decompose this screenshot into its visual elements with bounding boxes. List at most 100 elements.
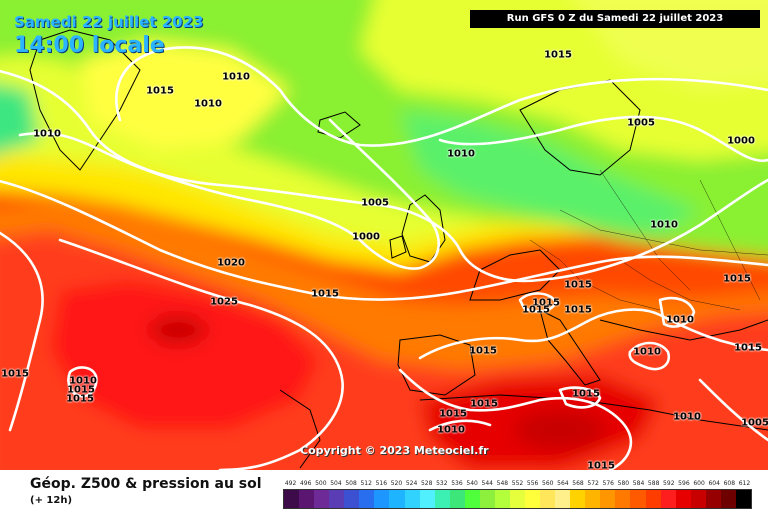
legend-swatch <box>464 490 480 508</box>
legend-label: 592 <box>663 480 675 487</box>
forecast-date: Samedi 22 juillet 2023 <box>14 13 204 31</box>
legend-label: 516 <box>375 480 388 487</box>
legend-swatch <box>720 490 736 508</box>
isobar-label: 1015 <box>469 345 497 357</box>
isobar-label: 1025 <box>210 296 238 308</box>
legend-swatch <box>600 490 616 508</box>
legend-swatch <box>389 490 405 508</box>
isobar-label: 1010 <box>437 424 465 436</box>
legend-swatch <box>615 490 631 508</box>
isobar-label: 1010 <box>194 98 222 110</box>
isobar-label: 1015 <box>1 368 29 380</box>
legend-label: 532 <box>436 480 448 487</box>
legend-label: 568 <box>572 480 584 487</box>
isobar-label: 1015 <box>544 49 572 61</box>
legend-swatch <box>329 490 345 508</box>
isobar-label: 1000 <box>352 231 380 243</box>
legend-swatch <box>434 490 450 508</box>
isobar-label: 1010 <box>222 71 250 83</box>
isobar-label: 1015 <box>522 304 550 316</box>
legend-swatch <box>404 490 420 508</box>
isobar-label: 1010 <box>666 314 694 326</box>
isobar-label: 1005 <box>741 417 768 429</box>
isobar-label: 1005 <box>361 197 389 209</box>
legend-swatch <box>374 490 390 508</box>
legend-label: 548 <box>496 480 509 487</box>
legend-swatch <box>359 490 375 508</box>
copyright-notice: Copyright © 2023 Meteociel.fr <box>300 444 489 457</box>
isobar-label: 1015 <box>564 304 592 316</box>
isobar-label: 1010 <box>633 346 661 358</box>
legend-label: 512 <box>360 480 372 487</box>
isobar-label: 1015 <box>67 384 95 396</box>
legend-swatch <box>494 490 510 508</box>
legend-swatch <box>660 490 676 508</box>
isobar-label: 1015 <box>311 288 339 300</box>
isobar-label: 1015 <box>66 393 94 405</box>
legend-label: 544 <box>481 480 493 487</box>
legend-label: 496 <box>299 480 312 487</box>
legend-color-bar <box>283 489 752 509</box>
legend-swatch <box>675 490 691 508</box>
legend-label: 552 <box>511 480 524 487</box>
legend-swatch <box>284 490 300 508</box>
legend-swatch <box>299 490 315 508</box>
isobar-label: 1015 <box>734 342 762 354</box>
legend-swatch <box>525 490 541 508</box>
legend-swatch <box>449 490 465 508</box>
legend-swatch <box>509 490 525 508</box>
legend-swatch <box>705 490 721 508</box>
isobar-label: 1015 <box>470 398 498 410</box>
isobar-label: 1000 <box>727 135 755 147</box>
geopotential-field <box>0 0 768 470</box>
legend-swatch <box>540 490 556 508</box>
legend-label: 580 <box>617 480 630 487</box>
isobar-label: 1010 <box>673 411 701 423</box>
isobar-label: 1005 <box>627 117 655 129</box>
legend-label: 564 <box>557 480 569 487</box>
isobar-label: 1015 <box>723 273 751 285</box>
legend-label: 560 <box>542 480 554 487</box>
legend-swatch <box>585 490 601 508</box>
forecast-local-time: 14:00 locale <box>14 33 165 58</box>
legend-swatch <box>555 490 571 508</box>
isobar-label: 1015 <box>587 460 615 471</box>
isobar-label: 1010 <box>447 148 475 160</box>
model-run-banner: Run GFS 0 Z du Samedi 22 juillet 2023 <box>470 10 760 28</box>
geopotential-legend: 492 496 500 504 508 512 516 520 524 528 532 536 540 5… <box>283 480 752 509</box>
legend-label: 508 <box>345 480 357 487</box>
legend-label: 504 <box>330 480 342 487</box>
legend-label: 536 <box>451 480 463 487</box>
legend-label: 596 <box>678 480 690 487</box>
legend-label: 604 <box>708 480 720 487</box>
isobar-label: 1010 <box>69 375 97 387</box>
borders <box>529 169 768 311</box>
legend-swatch <box>570 490 586 508</box>
forecast-lead-time: (+ 12h) <box>30 495 73 506</box>
legend-label: 492 <box>284 480 297 487</box>
legend-swatch <box>314 490 330 508</box>
geopotential-shading <box>0 0 768 470</box>
legend-label: 576 <box>602 480 614 487</box>
isobar-label: 1015 <box>564 279 592 291</box>
map-footer: Géop. Z500 & pression au sol (+ 12h) 492… <box>0 470 768 512</box>
legend-label: 600 <box>693 480 705 487</box>
legend-label: 612 <box>738 480 751 487</box>
legend-swatch <box>735 490 751 508</box>
legend-label: 584 <box>632 480 645 487</box>
legend-swatch <box>344 490 360 508</box>
legend-label: 524 <box>405 480 418 487</box>
legend-swatch <box>419 490 435 508</box>
isobars <box>0 46 768 470</box>
legend-labels: 492 496 500 504 508 512 516 520 524 528 532 536 540 5… <box>283 480 752 489</box>
legend-label: 520 <box>390 480 403 487</box>
isobar-label: 1015 <box>532 297 560 309</box>
isobar-label: 1010 <box>650 219 678 231</box>
isobar-label: 1020 <box>217 257 245 269</box>
weather-map: Samedi 22 juillet 2023 14:00 locale Run … <box>0 0 768 470</box>
map-title: Géop. Z500 & pression au sol <box>30 476 262 492</box>
legend-label: 572 <box>587 480 599 487</box>
legend-label: 608 <box>723 480 736 487</box>
legend-swatch <box>630 490 646 508</box>
isobar-label: 1015 <box>439 408 467 420</box>
